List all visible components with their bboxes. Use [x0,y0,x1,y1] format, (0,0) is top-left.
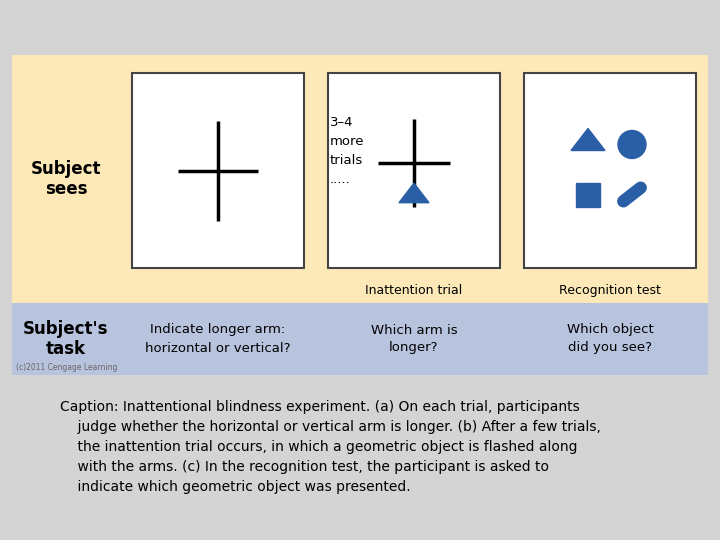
Text: Indicate longer arm:
horizontal or vertical?: Indicate longer arm: horizontal or verti… [145,323,291,354]
Bar [12,55,708,375]
Text: Subject
sees: Subject sees [31,160,102,198]
Text: Recognition test: Recognition test [559,284,661,297]
Text: the inattention trial occurs, in which a geometric object is flashed along: the inattention trial occurs, in which a… [60,440,577,454]
Polygon shape [571,129,605,151]
Circle shape [618,131,646,159]
Text: Which arm is
longer?: Which arm is longer? [371,323,457,354]
Bar [524,73,696,268]
Text: Caption: Inattentional blindness experiment. (a) On each trial, participants: Caption: Inattentional blindness experim… [60,400,580,414]
Text: judge whether the horizontal or vertical arm is longer. (b) After a few trials,: judge whether the horizontal or vertical… [60,420,601,434]
Text: with the arms. (c) In the recognition test, the participant is asked to: with the arms. (c) In the recognition te… [60,460,549,474]
Polygon shape [399,183,429,202]
Text: 3–4
more
trials
.....: 3–4 more trials ..... [330,116,364,186]
Bar [132,73,304,268]
Text: indicate which geometric object was presented.: indicate which geometric object was pres… [60,480,410,494]
Bar [328,73,500,268]
Text: (c)2011 Cengage Learning: (c)2011 Cengage Learning [16,363,117,372]
Text: Inattention trial: Inattention trial [365,284,463,297]
Text: Which object
did you see?: Which object did you see? [567,323,653,354]
Bar [12,303,708,375]
Bar [576,183,600,206]
Text: Subject's
task: Subject's task [23,320,109,359]
